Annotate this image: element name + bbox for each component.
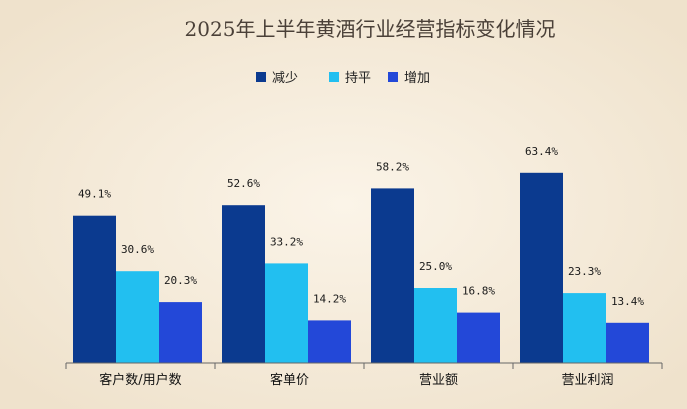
legend-swatch-1 (329, 72, 339, 82)
legend-label-0: 减少 (272, 71, 298, 86)
data-label-2-1: 25.0% (419, 260, 452, 273)
bar-1-0 (222, 205, 265, 363)
legend-swatch-0 (256, 72, 266, 82)
bar-2-1 (414, 288, 457, 363)
data-label-1-1: 33.2% (270, 235, 303, 248)
data-label-3-0: 63.4% (525, 145, 558, 158)
bar-2-2 (457, 312, 500, 363)
bar-1-2 (308, 320, 351, 363)
bar-area: 49.1% 30.6% 20.3% 52.6% 33.2% 14.2% 58.2% 25.0%… (73, 145, 649, 363)
chart-title: 2025年上半年黄酒行业经营指标变化情况 (185, 17, 556, 41)
legend-label-1: 持平 (345, 71, 371, 86)
category-label-2: 营业额 (419, 373, 458, 388)
category-label-0: 客户数/用户数 (99, 372, 181, 388)
bar-0-0 (73, 215, 116, 363)
category-label-3: 营业利润 (561, 373, 613, 388)
bar-0-2 (159, 302, 202, 363)
category-label-1: 客单价 (270, 372, 309, 388)
legend-label-2: 增加 (404, 71, 430, 86)
data-label-3-1: 23.3% (568, 265, 601, 278)
legend: 减少 持平 增加 (256, 71, 430, 86)
data-label-0-0: 49.1% (78, 188, 111, 201)
bar-0-1 (116, 271, 159, 363)
data-label-2-0: 58.2% (376, 160, 409, 173)
data-label-1-0: 52.6% (227, 177, 260, 190)
x-axis: 客户数/用户数 客单价 营业额 营业利润 (65, 362, 663, 388)
bar-3-0 (520, 172, 563, 363)
bar-3-1 (563, 293, 606, 363)
data-label-1-2: 14.2% (313, 292, 346, 305)
bar-1-1 (265, 263, 308, 363)
data-label-2-2: 16.8% (462, 285, 495, 298)
bar-2-0 (371, 188, 414, 363)
bar-3-2 (606, 322, 649, 363)
data-label-0-1: 30.6% (121, 243, 154, 256)
data-label-0-2: 20.3% (164, 274, 197, 287)
legend-swatch-2 (388, 72, 398, 82)
data-label-3-2: 13.4% (611, 295, 644, 308)
